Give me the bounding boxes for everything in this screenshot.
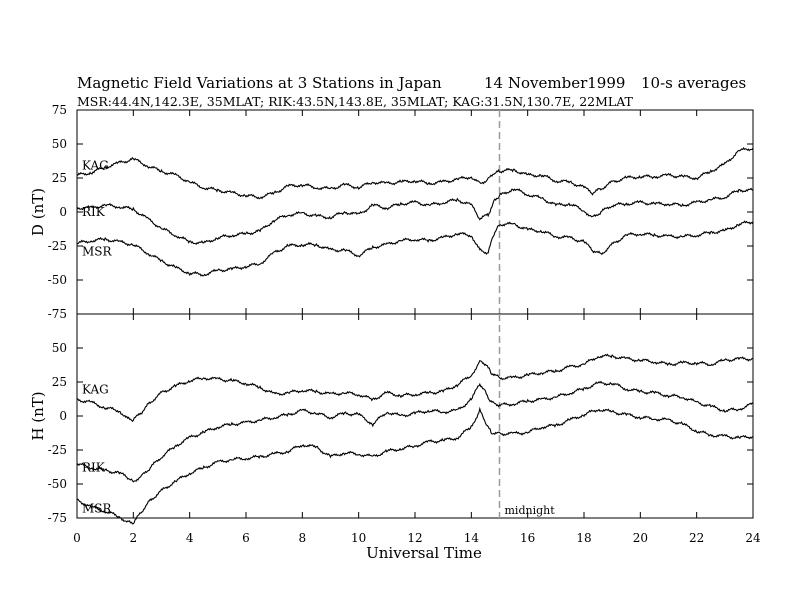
- chart-title: Magnetic Field Variations at 3 Stations …: [77, 74, 442, 92]
- xtick-label: 12: [407, 531, 422, 545]
- series-line-kag: [76, 146, 754, 200]
- ytick-label: -50: [48, 477, 67, 491]
- ytick-label: 50: [52, 137, 67, 151]
- series-label-msr: MSR: [82, 501, 113, 515]
- panels: -75 -50 -25 0 25 50 75 D (nT) KAG RIK MSR -75 -50 -25…: [29, 103, 761, 562]
- series-label-rik: RIK: [82, 205, 106, 219]
- chart-averaging: 10-s averages: [641, 74, 746, 92]
- xtick-label: 6: [242, 531, 250, 545]
- ytick-label: -75: [48, 511, 67, 525]
- series-line-msr: [76, 220, 754, 277]
- xtick-label: 16: [520, 531, 535, 545]
- series-line-rik: [76, 380, 754, 483]
- xtick-label: 18: [576, 531, 591, 545]
- ytick-label: -25: [48, 443, 67, 457]
- station-coordinates: MSR:44.4N,142.3E, 35MLAT; RIK:43.5N,143.…: [77, 94, 634, 109]
- ytick-label: 25: [52, 171, 67, 185]
- ytick-label: 50: [52, 341, 67, 355]
- midnight-label: midnight: [505, 504, 556, 517]
- xtick-label: 2: [130, 531, 138, 545]
- series-label-rik: RIK: [82, 461, 106, 475]
- series-label-kag: KAG: [82, 158, 109, 172]
- ytick-label: 75: [52, 103, 67, 117]
- xtick-label: 8: [299, 531, 307, 545]
- xtick-label: 0: [73, 531, 81, 545]
- series-line-kag: [76, 353, 754, 423]
- ytick-label: 0: [59, 205, 67, 219]
- xtick-label: 20: [633, 531, 648, 545]
- series-line-rik: [76, 187, 754, 246]
- ytick-label: -75: [48, 307, 67, 321]
- ytick-label: 0: [59, 409, 67, 423]
- ytick-label: 25: [52, 375, 67, 389]
- series-label-kag: KAG: [82, 383, 109, 397]
- y-axis-label: H (nT): [29, 391, 47, 440]
- ytick-label: -50: [48, 273, 67, 287]
- xtick-label: 14: [464, 531, 480, 545]
- chart-date: 14 November1999: [484, 74, 625, 92]
- ytick-label: -25: [48, 239, 67, 253]
- series-label-msr: MSR: [82, 244, 113, 258]
- xtick-label: 22: [689, 531, 704, 545]
- y-axis-label: D (nT): [29, 188, 47, 236]
- panel-frame-d: [76, 109, 754, 315]
- xtick-label: 4: [186, 531, 194, 545]
- panel-frame-h: [76, 313, 754, 519]
- series-line-msr: [76, 406, 754, 525]
- xtick-label: 10: [351, 531, 366, 545]
- xtick-label: 24: [745, 531, 761, 545]
- x-axis-label: Universal Time: [366, 544, 482, 562]
